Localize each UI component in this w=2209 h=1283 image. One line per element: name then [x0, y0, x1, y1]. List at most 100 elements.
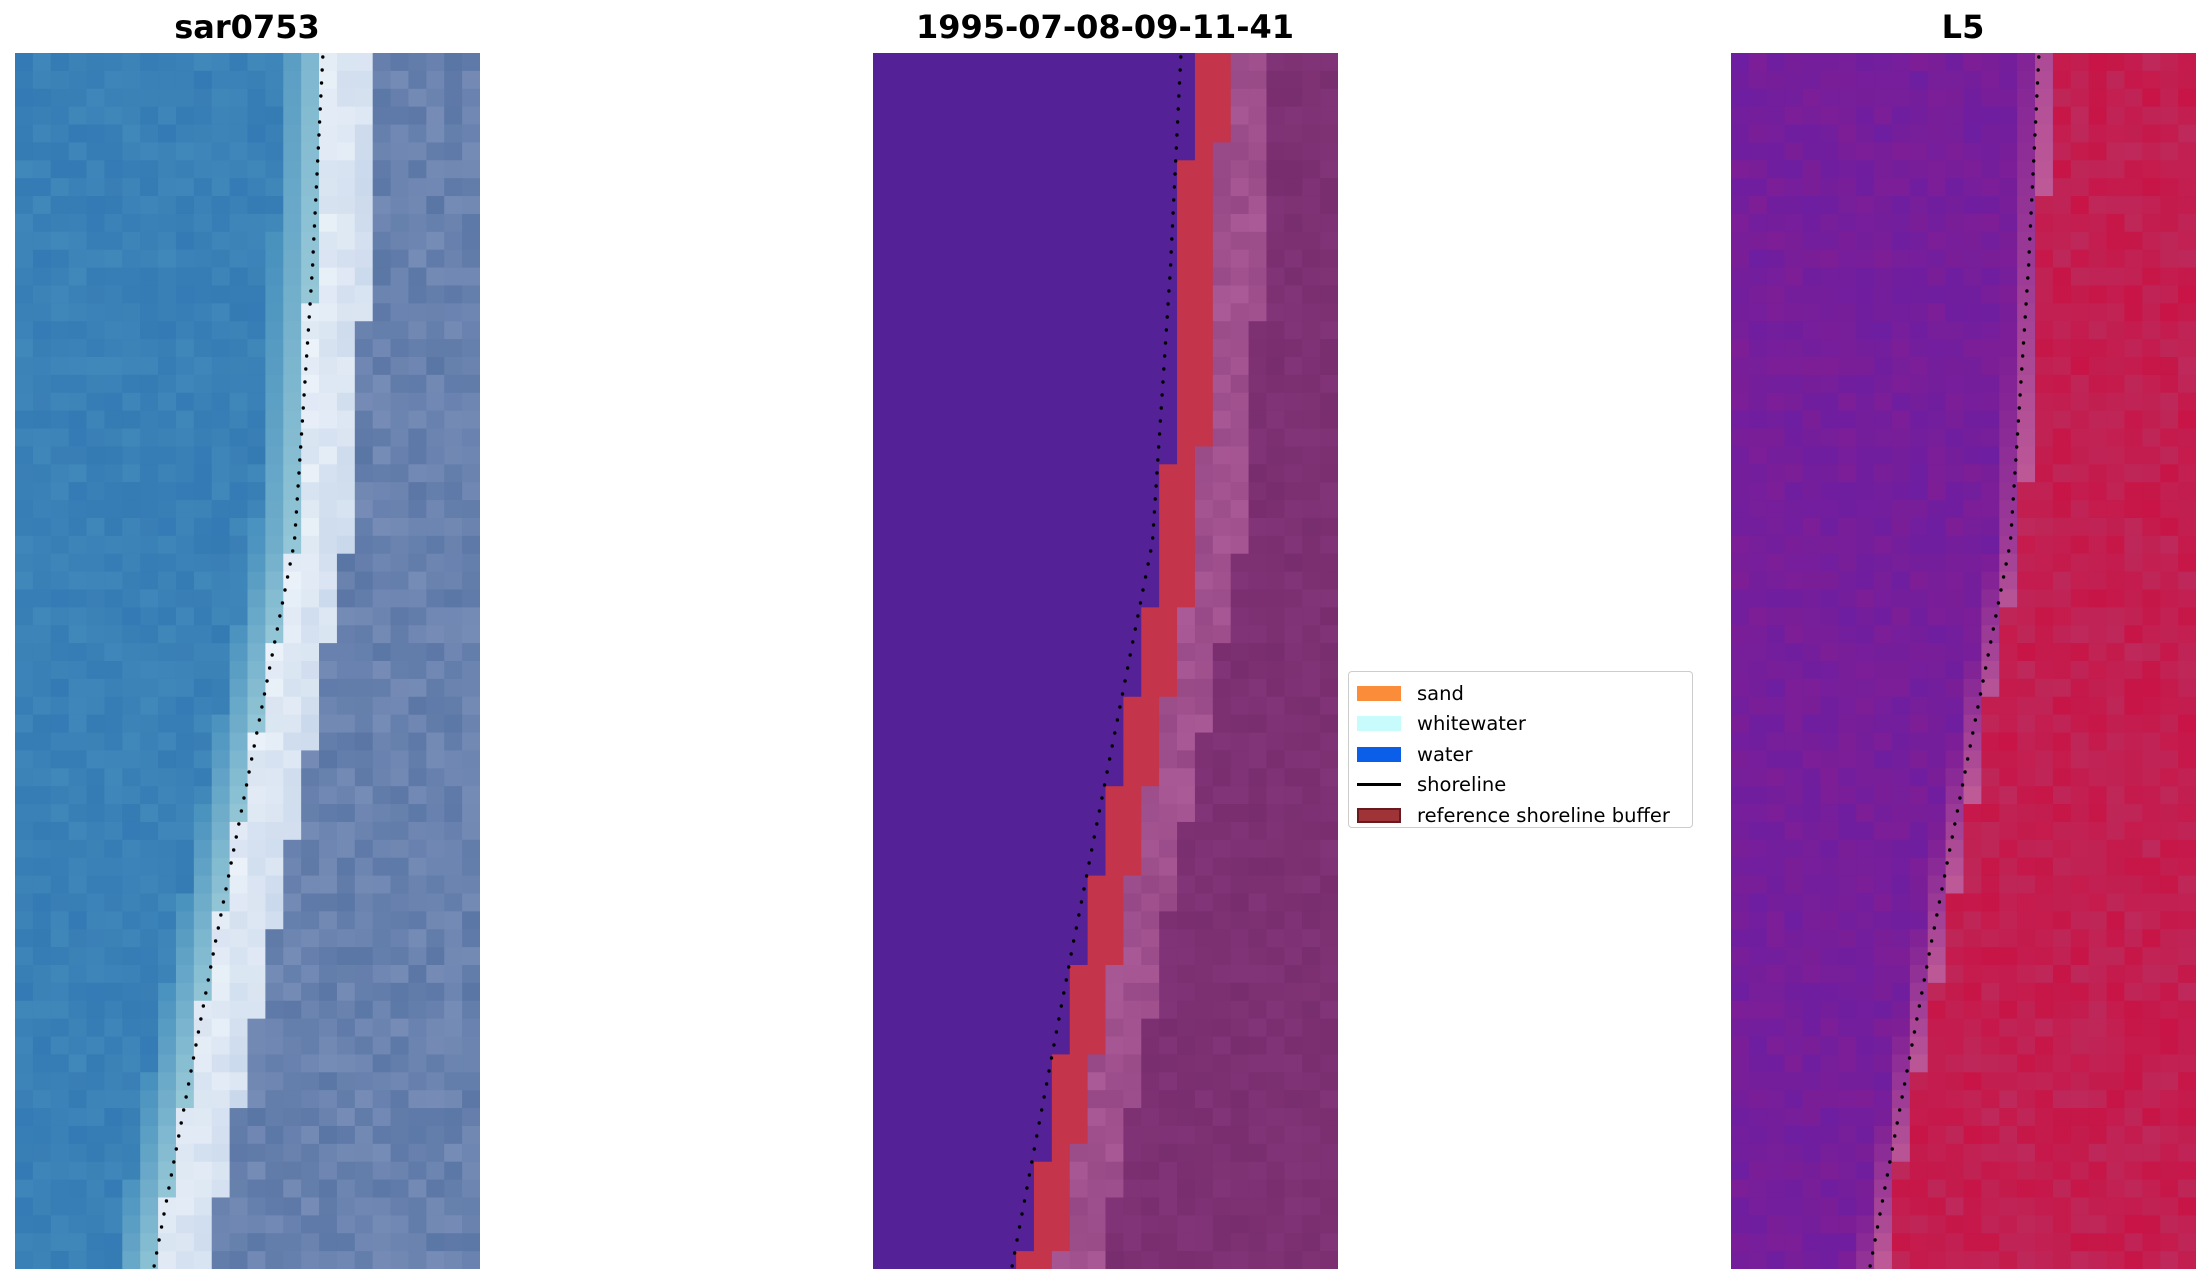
pixel [2035, 410, 2054, 430]
pixel [1320, 517, 1338, 537]
pixel [1874, 517, 1893, 537]
pixel [122, 589, 141, 608]
pixel [104, 1018, 123, 1038]
pixel [1069, 535, 1089, 555]
pixel [1159, 1000, 1178, 1020]
pixel [1177, 160, 1196, 179]
pixel [1748, 142, 1768, 161]
pixel [319, 500, 338, 519]
pixel [2052, 53, 2072, 72]
pixel [1891, 392, 1911, 412]
pixel [104, 500, 123, 519]
pixel [15, 750, 34, 769]
shoreline-point [1169, 250, 1173, 254]
pixel [1838, 553, 1857, 573]
pixel [1230, 821, 1250, 841]
pixel [122, 607, 141, 626]
pixel [2035, 678, 2054, 698]
pixel [2178, 160, 2196, 179]
pixel [426, 428, 445, 448]
pixel [1105, 643, 1124, 662]
pixel [1230, 589, 1250, 608]
pixel [962, 625, 981, 644]
pixel [1874, 821, 1893, 841]
pixel [998, 535, 1017, 555]
pixel [390, 267, 410, 287]
pixel [2088, 178, 2108, 197]
pixel [1302, 213, 1321, 233]
pixel [68, 1000, 88, 1020]
pixel [265, 482, 284, 501]
pixel [1123, 786, 1142, 805]
shoreline-point [1168, 276, 1172, 280]
pixel [1963, 768, 1982, 787]
pixel [1874, 464, 1893, 483]
pixel [122, 1161, 141, 1181]
pixel [1856, 106, 1875, 126]
pixel [2160, 142, 2179, 161]
pixel [140, 678, 159, 698]
pixel [1016, 88, 1035, 108]
pixel [926, 231, 946, 251]
pixel [2088, 768, 2108, 787]
pixel [1838, 732, 1857, 752]
pixel [265, 160, 284, 179]
pixel [2052, 285, 2072, 304]
pixel [998, 768, 1017, 787]
shoreline-point [1175, 133, 1179, 137]
pixel [1945, 142, 1965, 161]
pixel [1874, 571, 1893, 591]
pixel [336, 1090, 356, 1109]
pixel [890, 750, 910, 769]
pixel [1212, 1054, 1232, 1073]
pixel [1266, 482, 1285, 501]
pixel [354, 768, 374, 787]
pixel [890, 1143, 910, 1163]
index-image [1731, 53, 2196, 1269]
pixel [1748, 714, 1768, 734]
pixel [1302, 839, 1321, 859]
pixel [2124, 160, 2143, 179]
pixel [444, 53, 463, 72]
pixel [1945, 732, 1965, 752]
pixel [1159, 929, 1178, 948]
pixel [158, 231, 177, 251]
pixel [1159, 571, 1178, 591]
pixel [1856, 142, 1875, 161]
pixel [408, 678, 427, 698]
pixel [2142, 357, 2161, 376]
pixel [1784, 374, 1804, 394]
pixel [908, 267, 928, 287]
pixel [980, 1054, 999, 1073]
pixel [336, 321, 356, 340]
pixel [211, 982, 231, 1002]
pixel [193, 500, 213, 519]
shoreline-point [1166, 302, 1170, 306]
pixel [68, 1090, 88, 1109]
pixel [1748, 732, 1768, 752]
pixel [1927, 410, 1947, 430]
pixel [1016, 446, 1035, 465]
pixel [908, 768, 928, 787]
pixel [962, 965, 981, 984]
pixel [175, 768, 195, 787]
pixel [158, 142, 177, 161]
pixel [1016, 321, 1035, 340]
pixel [408, 374, 427, 394]
shoreline-point [1012, 1251, 1017, 1255]
pixel [908, 1108, 928, 1127]
pixel [1820, 321, 1839, 340]
pixel [193, 1215, 213, 1234]
pixel [1016, 500, 1035, 519]
pixel [1999, 571, 2018, 591]
pixel [1105, 982, 1124, 1002]
pixel [1123, 1215, 1142, 1234]
pixel [1194, 1179, 1214, 1199]
shoreline-point [1153, 497, 1157, 501]
pixel [283, 661, 302, 680]
pixel [980, 500, 999, 519]
pixel [1087, 929, 1107, 948]
pixel [1284, 786, 1303, 805]
pixel [2106, 231, 2126, 251]
pixel [1051, 213, 1071, 233]
